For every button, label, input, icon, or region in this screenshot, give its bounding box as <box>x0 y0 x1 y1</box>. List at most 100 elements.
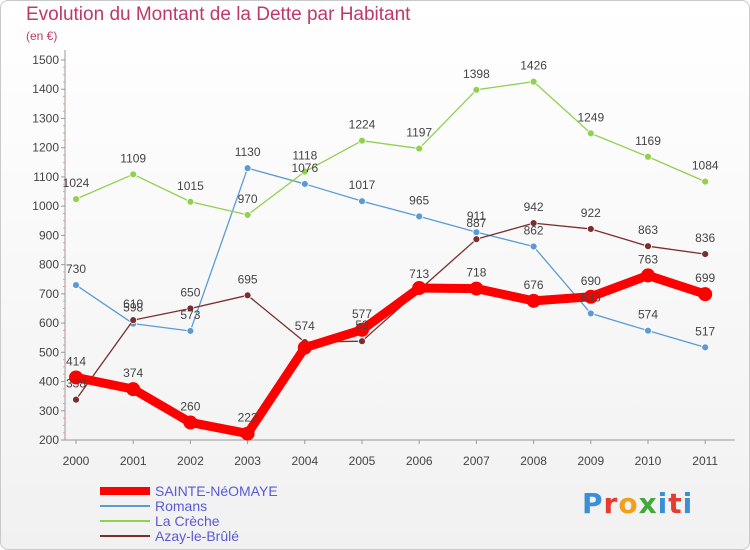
data-point <box>358 337 366 346</box>
data-label: 1118 <box>292 149 317 163</box>
data-label: 633 <box>581 290 601 304</box>
data-point <box>529 242 538 251</box>
data-point <box>358 197 366 206</box>
data-point <box>472 235 481 244</box>
legend-swatch-azay-le-brule <box>100 535 150 537</box>
data-label: 862 <box>524 223 544 237</box>
data-point <box>583 289 598 304</box>
data-point <box>412 281 427 295</box>
data-label: 610 <box>123 297 143 311</box>
data-point <box>186 304 195 313</box>
logo-letter: o <box>618 487 639 520</box>
logo-letter: x <box>638 487 658 520</box>
series-line-2 <box>75 80 706 216</box>
chart-title: Evolution du Montant de la Dette par Hab… <box>26 4 411 25</box>
data-label: 730 <box>66 262 86 276</box>
data-point <box>69 370 83 385</box>
x-tick-label: 2011 <box>692 454 718 468</box>
legend-label-romans: Romans <box>155 498 208 514</box>
data-point <box>529 219 538 228</box>
data-point <box>701 343 710 352</box>
y-tick-label: 1500 <box>32 53 59 67</box>
data-label: 260 <box>180 399 200 413</box>
data-label: 1169 <box>635 134 661 148</box>
series-line-0 <box>71 270 710 439</box>
data-label: 1017 <box>349 178 376 192</box>
y-tick-label: 300 <box>39 404 59 418</box>
y-tick-label: 200 <box>39 433 59 447</box>
data-label: 577 <box>352 307 372 321</box>
data-label: 1015 <box>177 179 204 193</box>
data-point <box>129 170 138 179</box>
y-tick-label: 700 <box>39 287 59 301</box>
data-label: 1197 <box>406 126 432 140</box>
data-label: 1130 <box>235 145 261 159</box>
y-tick-label: 900 <box>39 228 59 242</box>
y-tick-label: 800 <box>39 258 59 272</box>
data-label: 763 <box>638 252 658 266</box>
data-label: 690 <box>581 274 601 288</box>
logo-letter: i <box>682 487 694 520</box>
data-point <box>415 144 424 153</box>
data-label: 1084 <box>692 159 719 173</box>
y-tick-label: 400 <box>39 375 59 389</box>
data-label: 1076 <box>291 161 318 175</box>
data-point <box>586 129 595 138</box>
data-label: 942 <box>524 200 544 214</box>
data-label: 911 <box>467 209 486 223</box>
x-tick-label: 2005 <box>349 454 376 468</box>
data-label: 414 <box>66 354 86 368</box>
data-label: 1398 <box>463 67 490 81</box>
data-label: 970 <box>238 192 258 206</box>
data-point <box>529 77 538 86</box>
data-label: 676 <box>524 278 544 292</box>
chart-subtitle: (en €) <box>26 29 58 43</box>
data-label: 922 <box>581 206 601 220</box>
data-point <box>72 195 80 204</box>
data-point <box>300 167 309 176</box>
x-tick-label: 2000 <box>63 454 90 468</box>
legend-swatch-romans <box>100 505 150 507</box>
data-point <box>297 340 312 355</box>
x-tick-label: 2006 <box>406 454 433 468</box>
data-point <box>698 287 713 302</box>
x-tick-label: 2008 <box>520 454 547 468</box>
y-tick-label: 500 <box>39 345 59 359</box>
data-point <box>469 281 484 296</box>
x-tick-label: 2004 <box>291 454 318 468</box>
legend-swatch-sainte-neomaye <box>100 487 150 495</box>
logo-letter: i <box>657 487 669 520</box>
legend-label-sainte-neomaye: SAINTE-NéOMAYE <box>155 483 278 499</box>
data-label: 1426 <box>520 59 547 73</box>
data-point <box>586 309 595 318</box>
legend-label-la-creche: La Crèche <box>155 513 220 529</box>
data-point <box>72 281 80 289</box>
data-point <box>415 212 424 221</box>
data-label: 573 <box>180 308 200 322</box>
data-point <box>701 177 710 186</box>
data-point <box>186 327 195 335</box>
data-point <box>129 316 138 325</box>
y-tick-label: 1300 <box>32 111 59 125</box>
proxiti-logo: Proxiti <box>582 487 693 520</box>
data-point <box>355 322 369 337</box>
data-point <box>300 180 309 188</box>
data-label: 699 <box>695 271 715 285</box>
data-point <box>358 136 366 145</box>
data-label: 1109 <box>120 151 146 165</box>
y-tick-label: 1400 <box>32 82 59 96</box>
data-label: 965 <box>409 193 429 207</box>
data-point <box>240 426 255 441</box>
data-point <box>126 382 141 397</box>
data-label: 53 <box>355 318 369 332</box>
y-tick-label: 1000 <box>32 199 59 213</box>
data-label: 1024 <box>63 176 90 190</box>
data-point <box>644 326 652 335</box>
data-point <box>183 415 198 430</box>
data-label: 650 <box>180 285 200 299</box>
data-label: 836 <box>695 231 715 245</box>
legend-swatch-la-creche <box>100 520 150 522</box>
data-label: 713 <box>409 267 429 281</box>
